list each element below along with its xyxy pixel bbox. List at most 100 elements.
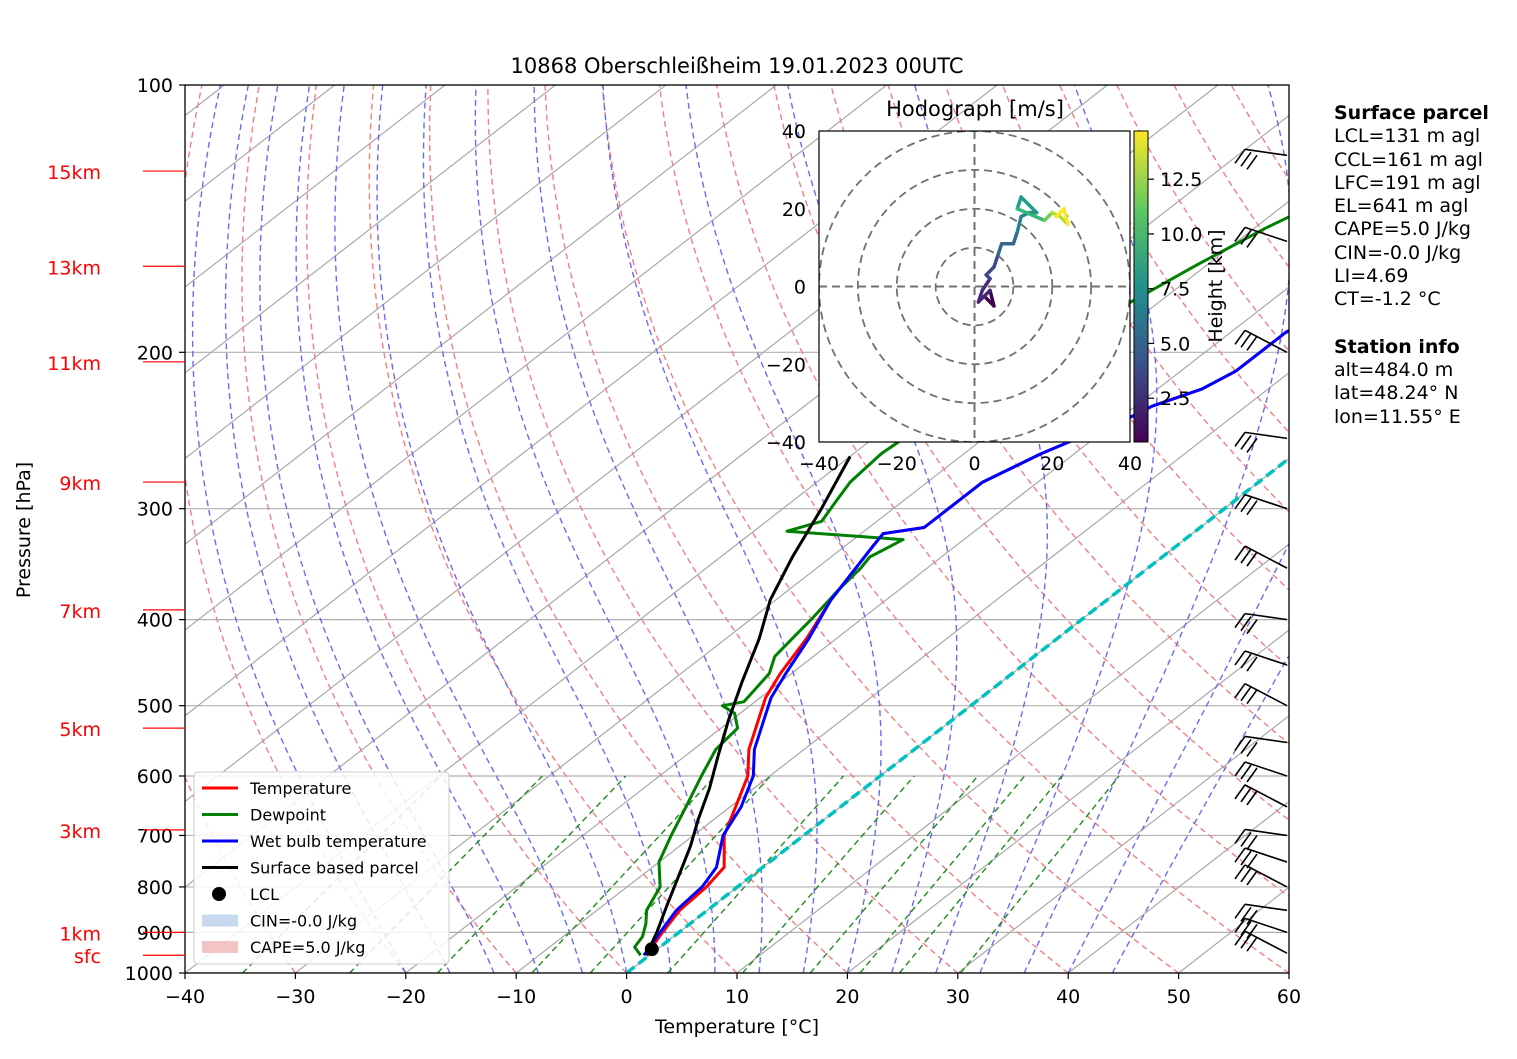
moist-adiabat [334, 85, 584, 973]
height-label: 7km [59, 601, 101, 623]
x-tick-label: 40 [1056, 986, 1080, 1008]
moist-adiabat [979, 85, 1158, 973]
wind-barb [1234, 917, 1288, 939]
mixing-ratio-line [960, 775, 1120, 973]
x-tick-label: −10 [496, 986, 536, 1008]
chart-title: 10868 Oberschleißheim 19.01.2023 00UTC [511, 54, 964, 78]
parcel-line: CT=-1.2 °C [1334, 288, 1441, 311]
hodograph-segment [1027, 203, 1039, 215]
legend: Temperature Dewpoint Wet bulb temperature S… [193, 771, 450, 965]
moist-adiabats [191, 85, 1289, 973]
y-tick-label: 500 [137, 696, 173, 718]
hodograph-segment [980, 276, 992, 293]
parcel-line: EL=641 m agl [1334, 195, 1469, 218]
wind-barbs [1234, 148, 1288, 954]
height-label: 5km [59, 719, 101, 741]
hodograph-x-tick-label: −20 [877, 453, 917, 475]
y-tick-label: 1000 [125, 963, 173, 985]
y-axis-label: Pressure [hPa] [13, 462, 35, 598]
dry-adiabat [1001, 85, 1289, 513]
isotherm-line [185, 85, 777, 546]
height-label: 11km [47, 353, 101, 375]
legend-swatch [202, 941, 238, 953]
legend-label: CIN=-0.0 J/kg [250, 912, 357, 931]
legend-label: Wet bulb temperature [250, 832, 427, 851]
wind-barb [1234, 226, 1288, 248]
isotherm-line [185, 85, 998, 717]
dry-adiabat [601, 85, 1180, 973]
wind-barb [1234, 682, 1288, 707]
hodograph-segment [1015, 195, 1023, 211]
x-tick-label: −40 [165, 986, 205, 1008]
y-tick-label: 200 [137, 342, 173, 364]
x-tick-label: −20 [386, 986, 426, 1008]
isotherm-line [405, 286, 1289, 973]
parcel-line: LFC=191 m agl [1334, 171, 1481, 194]
x-tick-label: 20 [835, 986, 859, 1008]
mixing-ratio-line [742, 775, 915, 973]
wind-barb [1234, 903, 1288, 925]
colorbar-tick-label: 10.0 [1160, 224, 1202, 246]
hodograph-y-tick-label: 40 [782, 121, 806, 143]
y-tick-label: 900 [137, 922, 173, 944]
parcel-line: CAPE=5.0 J/kg [1334, 218, 1471, 241]
wind-barb [1234, 493, 1288, 516]
moist-adiabat [259, 85, 495, 973]
hodograph-segment [976, 288, 985, 304]
x-tick-label: 50 [1167, 986, 1191, 1008]
y-tick-label: 300 [137, 499, 173, 521]
y-tick-label: 600 [137, 766, 173, 788]
series-line-wet-bulb-temperature [642, 328, 1289, 957]
y-tick-label: 100 [137, 75, 173, 97]
moist-adiabat [376, 85, 628, 973]
legend-label: Dewpoint [250, 806, 326, 825]
wind-barb [1234, 864, 1288, 888]
colorbar-tick-label: 12.5 [1160, 169, 1202, 191]
legend-label: CAPE=5.0 J/kg [250, 938, 365, 957]
colorbar-label: Height [km] [1205, 229, 1227, 342]
mixing-ratio-line [859, 775, 1026, 973]
x-tick-label: 0 [621, 986, 633, 1008]
mixing-ratio-line [667, 775, 845, 973]
isotherm-line [1067, 800, 1289, 973]
height-label: 1km [59, 923, 101, 945]
legend-swatch [202, 914, 238, 927]
legend-label: LCL [250, 885, 279, 904]
hodograph-y-tick-label: −20 [766, 354, 806, 376]
wind-barb [1234, 784, 1288, 808]
x-tick-label: −30 [275, 986, 315, 1008]
parcel-line: CIN=-0.0 J/kg [1334, 241, 1462, 264]
hodograph-rings [819, 131, 1130, 442]
hodograph-segment [1011, 230, 1020, 246]
moist-adiabat [533, 85, 763, 973]
wind-barb [1234, 650, 1288, 672]
height-label: sfc [74, 946, 101, 968]
info-panel: Surface parcel LCL=131 m agl CCL=161 m a… [1334, 102, 1489, 429]
wind-barb [1234, 148, 1288, 170]
hodograph-segment [1062, 207, 1070, 227]
moist-adiabat [685, 85, 882, 973]
x-tick-label: 10 [725, 986, 749, 1008]
hodograph-x-tick-label: 0 [968, 453, 980, 475]
colorbar-tick-label: 5.0 [1160, 333, 1190, 355]
hodograph-segment [984, 265, 996, 277]
hodograph-tick-labels: −40 −20 0 20 40 −40 −20 0 20 40 [766, 121, 1142, 475]
legend-swatch [212, 887, 226, 901]
colorbar-tick-labels: 2.5 5.0 7.5 10.0 12.5 [1148, 169, 1202, 410]
moist-adiabat [602, 85, 818, 973]
legend-box [193, 771, 450, 965]
mixing-ratio-line [809, 775, 979, 973]
hodograph-y-tick-label: −40 [766, 432, 806, 454]
parcel-line: LCL=131 m agl [1334, 125, 1481, 148]
isotherm-line [185, 85, 888, 631]
mixing-ratio-line [898, 775, 1063, 973]
dry-adiabat [368, 85, 738, 973]
dry-adiabat [773, 85, 1289, 821]
hodograph-segment [1042, 210, 1054, 223]
hodograph-segment [1015, 214, 1023, 234]
isotherm-line [736, 543, 1289, 973]
wind-barb [1234, 431, 1288, 453]
parcel-line: CCL=161 m agl [1334, 148, 1483, 171]
